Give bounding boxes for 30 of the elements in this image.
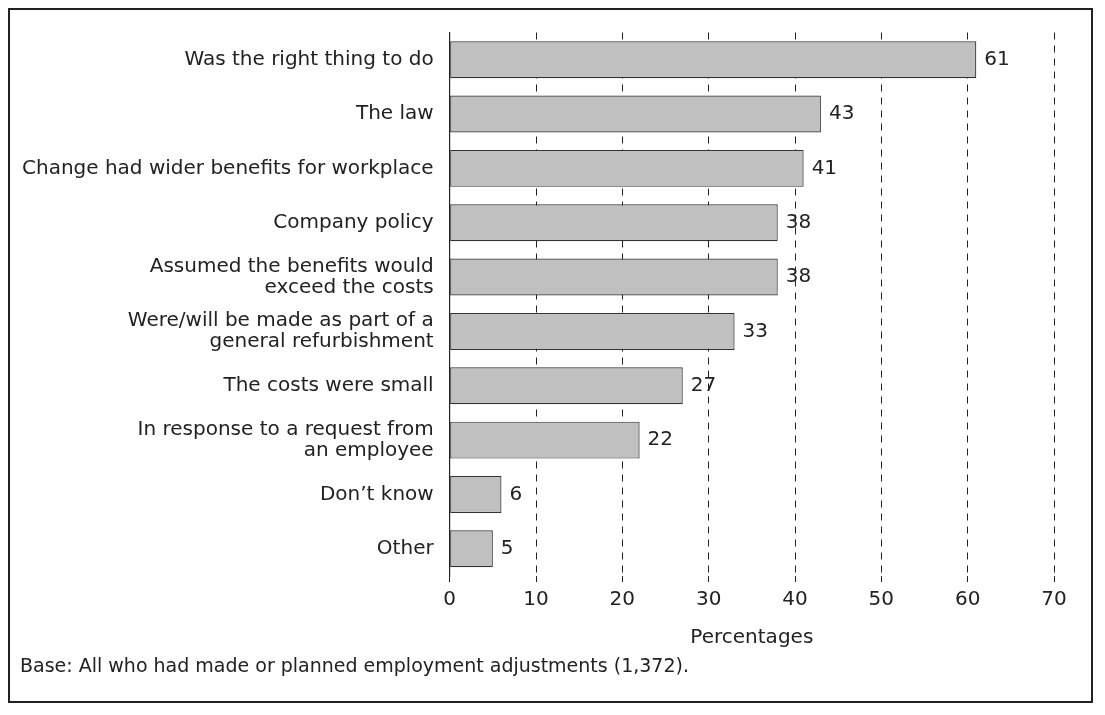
y-tick-label: Other [376, 535, 435, 560]
y-tick-label: The law [354, 100, 434, 125]
data-label: 22 [647, 426, 674, 451]
y-tick-label: Company policy [273, 208, 434, 233]
y-tick-label: Were/will be made as part of a general refurbishment [127, 307, 434, 353]
data-label: 43 [828, 100, 855, 125]
data-label: 33 [742, 317, 769, 342]
x-tick-label: 50 [868, 586, 895, 611]
y-tick-label: Don’t know [319, 480, 434, 505]
data-label: 41 [811, 154, 838, 179]
y-tick-label: Change had wider benefits for workplace [22, 154, 434, 179]
text: Base: All who had made or planned employment adjustments (1,372). [19, 654, 690, 676]
data-label: 5 [500, 535, 514, 560]
data-label: 61 [984, 45, 1010, 70]
x-tick-label: 10 [523, 586, 549, 611]
data-label: 27 [690, 371, 717, 396]
x-tick-label: 70 [1041, 586, 1067, 611]
y-tick-label: In response to a request from an employee [137, 415, 434, 461]
data-label: 6 [509, 480, 523, 505]
x-axis-title: Percentages [690, 624, 814, 649]
x-tick-label: 60 [954, 586, 981, 611]
x-tick-label: 0 [443, 586, 457, 611]
data-label: 38 [785, 208, 812, 233]
y-tick-label: The costs were small [222, 371, 434, 396]
x-tick-label: 20 [609, 586, 636, 611]
data-label: 38 [785, 263, 812, 288]
y-tick-label: Was the right thing to do [184, 45, 434, 70]
x-tick-label: 30 [695, 586, 722, 611]
y-tick-label: Assumed the benefits would exceed the costs [149, 252, 434, 298]
x-tick-label: 40 [782, 586, 808, 611]
